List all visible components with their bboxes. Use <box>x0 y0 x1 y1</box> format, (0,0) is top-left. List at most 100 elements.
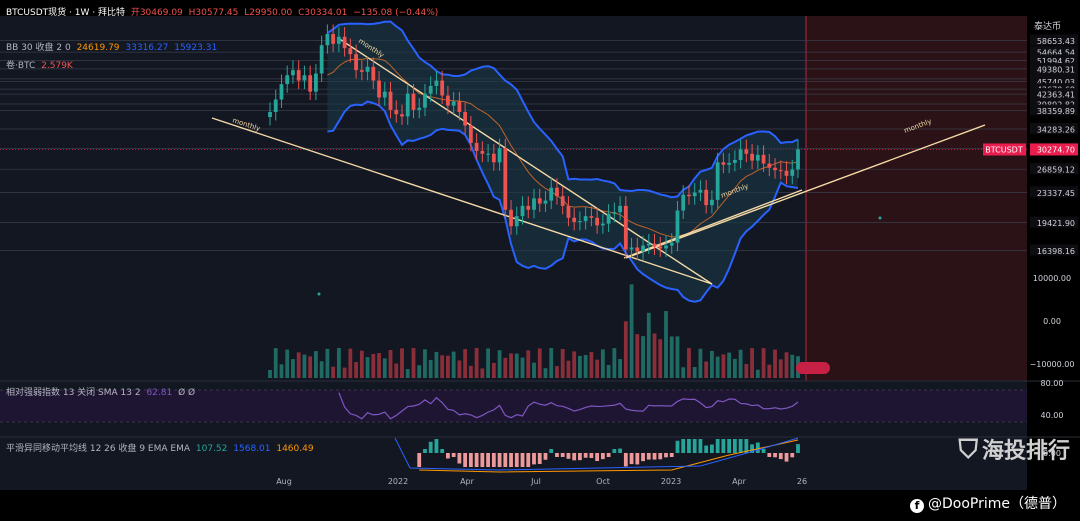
candle-body <box>428 86 433 94</box>
candle-body <box>578 221 582 223</box>
macd-histogram-bar <box>457 453 462 464</box>
macd-histogram-bar <box>520 453 525 467</box>
current-price-tag-bg <box>1030 143 1078 156</box>
watermark-logo: ⛉ 海投排行 <box>958 433 1070 466</box>
volume-bar <box>738 349 743 378</box>
bb-label[interactable]: BB 30 收盘 2 0 <box>6 43 71 53</box>
volume-bar <box>595 359 600 378</box>
rsi-label[interactable]: 相对强弱指数 13 关闭 SMA 13 2 <box>6 388 141 398</box>
macd-histogram-bar <box>600 453 605 460</box>
price-label: 16398.16 <box>1037 247 1075 256</box>
volume-bar <box>675 336 680 378</box>
currency-label: 泰达币 <box>1034 22 1062 32</box>
rsi-extra: Ø Ø <box>178 388 196 398</box>
flag-badge <box>796 362 830 374</box>
price-label-bg <box>1030 244 1078 256</box>
price-label: 49380.31 <box>1037 65 1075 74</box>
candle-body <box>543 200 548 204</box>
candle-body <box>698 189 703 193</box>
volume-bar <box>497 350 502 378</box>
volume-label[interactable]: 卷·BTC <box>6 61 36 71</box>
dot-marker <box>878 216 882 220</box>
symbol-tag-bg <box>983 143 1026 156</box>
candle-body <box>308 75 313 92</box>
volume-bar <box>423 349 427 378</box>
price-label-bg <box>1030 216 1078 228</box>
x-tick-label: Apr <box>460 477 475 486</box>
volume-bar <box>600 349 605 378</box>
macd-histogram-bar <box>675 440 680 453</box>
price-label-bg <box>1030 98 1078 110</box>
volume-bar <box>543 368 548 378</box>
price-label-bg <box>1030 54 1078 66</box>
trendline <box>623 189 803 259</box>
volume-bar <box>331 366 336 378</box>
candle-body <box>497 148 502 163</box>
macd-histogram-bar <box>440 449 445 453</box>
volume-bar <box>606 364 611 378</box>
volume-bar <box>451 351 456 378</box>
panel-axis-label: 10000.00 <box>1033 274 1071 283</box>
panel-axis-label: 0.00 <box>1043 449 1061 458</box>
candle-body <box>377 80 381 98</box>
macd-histogram-bar <box>486 453 490 467</box>
candle-body <box>405 93 410 117</box>
dot-marker <box>317 292 321 296</box>
candle-body <box>623 205 628 250</box>
volume-bar <box>526 350 531 378</box>
candle-body <box>463 112 468 126</box>
volume-bar <box>669 336 674 378</box>
candle-body <box>681 194 686 211</box>
panel-axis-label: 80.00 <box>1041 379 1064 388</box>
macd-label[interactable]: 平滑异同移动平均线 12 26 收盘 9 EMA EMA <box>6 444 191 454</box>
macd-histogram-bar <box>784 453 789 462</box>
candle-body <box>658 246 663 249</box>
volume-bar <box>658 339 663 378</box>
candle-body <box>537 198 542 204</box>
volume-bar <box>698 348 703 378</box>
candle-body <box>273 99 278 113</box>
volume-bar <box>692 367 697 378</box>
volume-bar <box>509 353 513 378</box>
volume-bar <box>583 355 588 378</box>
price-label: 19421.90 <box>1037 219 1075 228</box>
volume-bar <box>732 358 737 378</box>
candle-body <box>285 75 290 85</box>
facebook-icon: f <box>909 499 924 513</box>
x-tick-label: Jul <box>530 477 541 486</box>
volume-bar <box>434 351 439 378</box>
candle-body <box>446 95 450 106</box>
volume-bar <box>342 367 347 378</box>
volume-bar <box>520 357 525 378</box>
volume-bar <box>371 353 376 378</box>
candle-body <box>532 198 536 210</box>
candle-body <box>669 242 674 246</box>
price-label-bg <box>1030 75 1078 87</box>
candle-body <box>359 70 364 72</box>
candle-body <box>319 45 324 74</box>
price-label-bg <box>1030 46 1078 58</box>
candle-body <box>555 187 559 197</box>
macd-histogram-bar <box>417 453 422 467</box>
volume-bar <box>446 355 450 378</box>
macd-histogram-bar <box>761 449 766 453</box>
x-tick-label: Apr <box>732 477 747 486</box>
volume-bar <box>314 351 318 378</box>
candle-body <box>744 149 749 154</box>
volume-bars <box>268 284 830 378</box>
candle-body <box>646 243 651 246</box>
symbol-title[interactable]: BTCUSDT现货 · 1W · 拜比特 <box>6 8 125 18</box>
candle-body <box>589 216 594 218</box>
candle-body <box>767 163 772 168</box>
bollinger-fill <box>327 21 798 302</box>
candle-body <box>371 66 376 81</box>
candle-body <box>778 170 783 172</box>
volume-bar <box>549 348 554 378</box>
volume-bar <box>463 349 468 378</box>
symbol-tag: BTCUSDT <box>985 145 1023 154</box>
candle-body <box>641 245 645 252</box>
macd-histogram-bar <box>468 453 473 467</box>
volume-bar <box>319 361 324 378</box>
candle-body <box>664 245 668 249</box>
volume-bar <box>560 349 565 378</box>
